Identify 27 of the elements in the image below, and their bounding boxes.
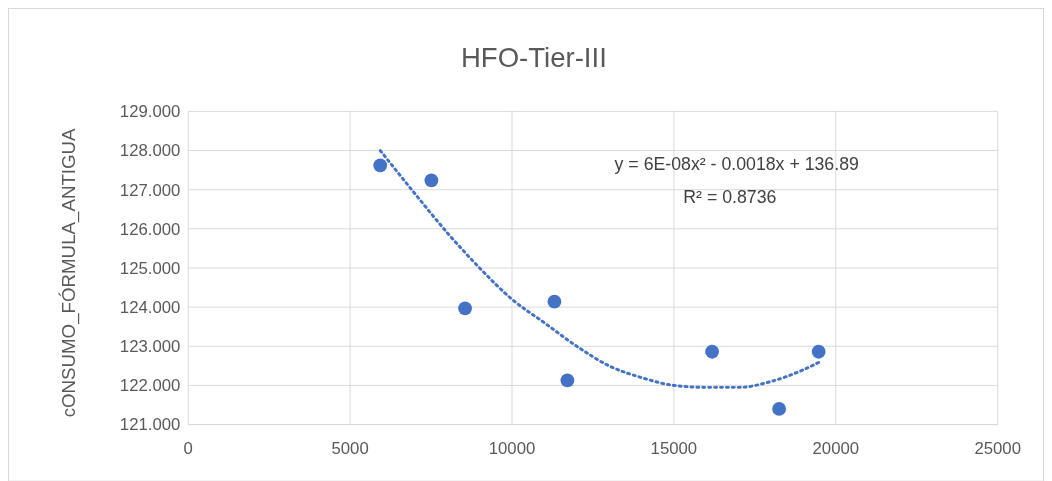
x-tick-label: 15000 xyxy=(650,439,698,459)
y-tick-label: 129.000 xyxy=(119,102,181,122)
point xyxy=(458,301,472,316)
x-tick-label: 0 xyxy=(183,439,193,459)
chart-title: HFO-Tier-III xyxy=(460,42,607,74)
y-tick-label: 121.000 xyxy=(119,415,181,435)
y-tick-label: 125.000 xyxy=(119,258,181,278)
x-tick-label: 20000 xyxy=(812,439,860,459)
point xyxy=(424,173,439,188)
point xyxy=(772,402,787,416)
y-tick-label: 126.000 xyxy=(119,219,181,239)
y-tick-label: 123.000 xyxy=(119,337,181,357)
point xyxy=(373,158,388,173)
annotation: R² = 0.8736 xyxy=(683,186,777,207)
point xyxy=(547,294,562,309)
x-tick-label: 25000 xyxy=(974,439,1021,459)
y-axis-title: cONSUMO_FÓRMULA_ANTIGUA xyxy=(57,127,80,418)
y-tick-label: 122.000 xyxy=(119,376,181,396)
y-tick-label: 128.000 xyxy=(119,141,181,161)
annotation: y = 6E-08x² - 0.0018x + 136.89 xyxy=(614,154,860,175)
x-tick-label: 10000 xyxy=(488,439,536,459)
point xyxy=(705,344,720,359)
point xyxy=(811,344,826,359)
point xyxy=(560,373,575,388)
x-tick-label: 5000 xyxy=(331,439,369,459)
y-tick-label: 124.000 xyxy=(119,297,181,317)
y-tick-label: 127.000 xyxy=(119,180,181,200)
